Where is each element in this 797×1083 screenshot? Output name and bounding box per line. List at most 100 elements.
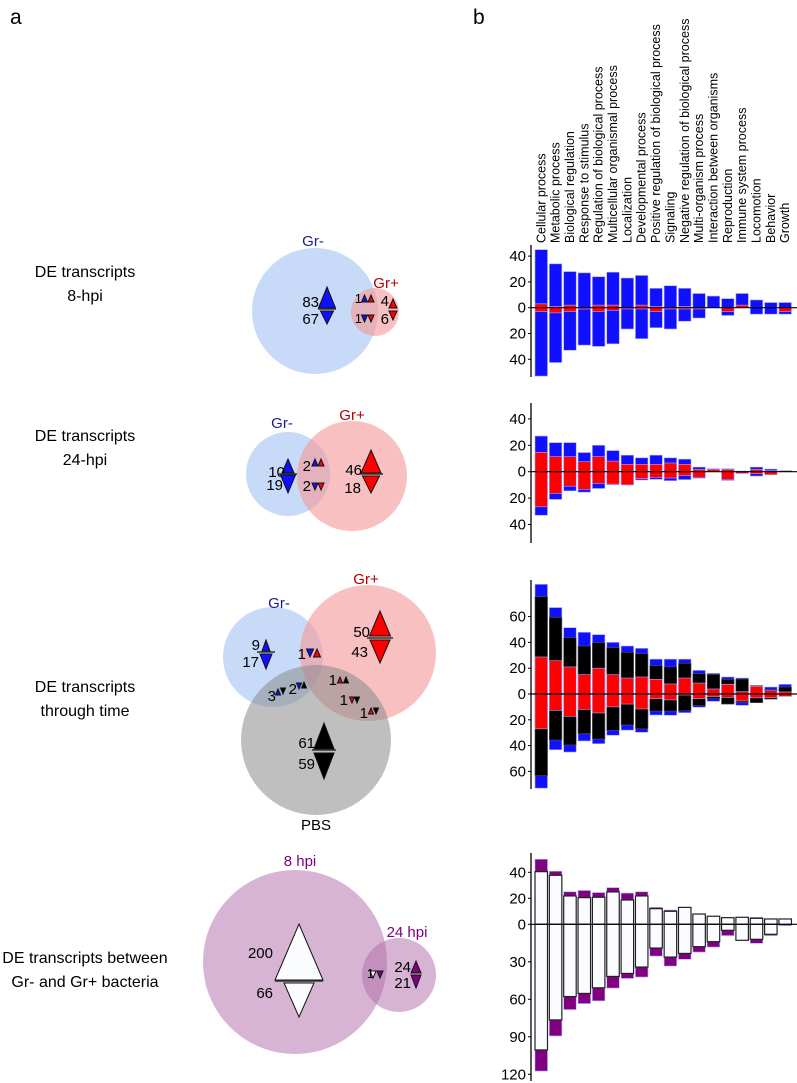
y-tick-label: 20 [509, 712, 526, 729]
venn-count: 67 [302, 311, 319, 328]
row-title-through-time: DE transcripts through time [0, 676, 180, 724]
category-label: Localization [620, 177, 634, 243]
bar-up-gr [635, 464, 649, 473]
bar-down-8hpi [720, 923, 735, 931]
bar-up-gr [635, 275, 649, 309]
bar-down-gr [534, 471, 548, 508]
category-label: Cellular process [534, 153, 548, 243]
venn-circle-pbs [241, 665, 391, 815]
bar-down-gr [620, 693, 634, 705]
venn-count: 2 [303, 478, 311, 495]
bar-down-gr [749, 307, 764, 315]
venn-count: 21 [394, 975, 411, 992]
bar-down-gr [692, 693, 706, 699]
down-arrow-icon [388, 310, 398, 322]
y-tick-label: 40 [509, 411, 526, 428]
venn-circle-24hpi [362, 938, 436, 1012]
down-arrow-icon [353, 696, 361, 705]
bar-down-gr [606, 693, 620, 708]
down-arrow-icon [348, 696, 356, 705]
up-arrow-icon [317, 457, 325, 467]
up-arrow-icon [388, 297, 398, 309]
venn-count: 3 [268, 688, 276, 705]
y-tick-label: 20 [509, 660, 526, 677]
venn-circle-gr [297, 421, 407, 531]
bar-chart-4 [528, 853, 797, 1081]
y-tick-label: 20 [509, 890, 526, 907]
bar-up-gr [620, 677, 634, 695]
bar-down-gr [635, 307, 649, 339]
category-label: Growth [778, 203, 792, 243]
bar-down-gr [764, 307, 778, 315]
bar-down-gr [663, 307, 677, 330]
bar-down-gr [563, 471, 577, 487]
bar-down-gr [663, 693, 677, 701]
down-arrow-icon [279, 687, 287, 696]
bar-up-gr [706, 295, 721, 308]
bar-down-gr [663, 471, 677, 479]
row-title-8hpi: DE transcripts 8-hpi [0, 261, 180, 309]
y-tick-label: 60 [509, 763, 526, 780]
up-arrow-icon [410, 959, 422, 974]
bar-up-gr [649, 678, 663, 695]
y-tick-label: 60 [509, 991, 526, 1008]
up-arrow-icon [342, 675, 350, 684]
down-arrow-icon [295, 682, 303, 691]
bar-up-8hpi [577, 897, 592, 925]
down-arrow-icon [361, 475, 381, 495]
category-label: Regulation of biological process [592, 67, 606, 244]
down-arrow-icon [410, 974, 422, 990]
bar-down-gr [692, 471, 706, 478]
category-label: Signaling [663, 192, 677, 243]
row-title-line: Gr- and Gr+ bacteria [11, 974, 159, 991]
bar-up-8hpi [763, 918, 778, 925]
bar-down-gr [606, 471, 620, 485]
category-label: Response to stimulus [577, 123, 591, 243]
venn-count: 2 [289, 681, 297, 698]
venn-diagram-3 [223, 585, 436, 815]
bar-up-gr [678, 677, 692, 695]
bar-up-gr [692, 682, 706, 695]
bar-up-gr [678, 464, 692, 473]
down-arrow-icon [367, 314, 375, 324]
bar-up-gr [606, 271, 620, 309]
bar-down-gr [563, 307, 577, 351]
bar-up-8hpi [692, 913, 706, 925]
venn-set-label: Gr+ [353, 571, 379, 588]
bar-up-gr [678, 288, 692, 309]
venn-count: 1 [355, 291, 362, 306]
venn-count: 46 [345, 462, 362, 479]
bar-up-gr [549, 263, 563, 308]
bar-up-gr [620, 277, 634, 308]
up-arrow-icon [311, 457, 319, 467]
bar-up-gr [577, 272, 591, 308]
bar-up-gr [663, 462, 677, 473]
bar-up-8hpi [591, 896, 606, 925]
bar-down-gr [649, 471, 663, 478]
category-label: Interaction between organisms [706, 73, 720, 243]
row-title-line: DE transcripts between [2, 950, 168, 967]
venn-set-label: Gr+ [339, 407, 365, 424]
down-arrow-icon [369, 970, 377, 980]
bar-chart-2 [528, 403, 797, 543]
venn-set-label: 8 hpi [284, 853, 317, 870]
bar-up-gr [706, 688, 721, 695]
y-tick-label: 0 [518, 300, 526, 317]
venn-count: 6 [381, 311, 389, 328]
bar-up-gr [749, 685, 764, 695]
venn-set-label: 24 hpi [387, 924, 428, 941]
row-title-between-bacteria: DE transcripts between Gr- and Gr+ bacte… [0, 947, 180, 995]
bar-down-8hpi [563, 923, 577, 998]
y-tick-label: 0 [518, 686, 526, 703]
row-title-line: DE transcripts [34, 679, 136, 696]
bar-down-8hpi [649, 923, 663, 949]
category-label: Multicellular organismal process [606, 65, 620, 243]
down-arrow-icon [313, 752, 335, 781]
bar-down-gr [577, 471, 591, 490]
panel-label-a: a [10, 6, 22, 29]
bar-up-8hpi [634, 895, 649, 925]
bar-up-gr [649, 288, 663, 309]
category-label: Metabolic process [549, 142, 563, 243]
venn-count: 83 [302, 294, 319, 311]
